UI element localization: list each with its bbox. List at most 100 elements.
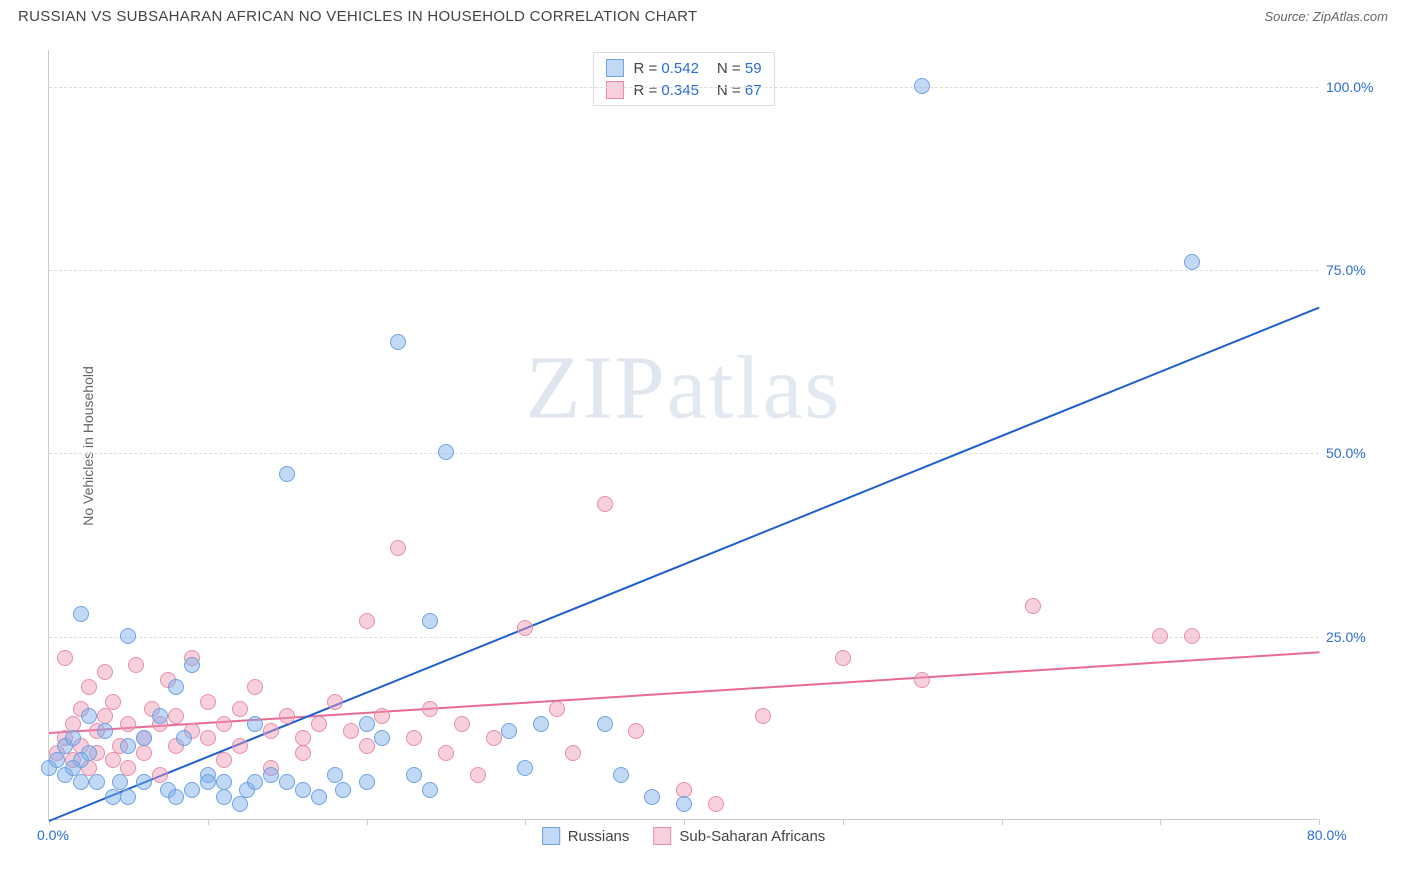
- data-point-a: [232, 796, 248, 812]
- data-point-b: [97, 664, 113, 680]
- data-point-b: [200, 694, 216, 710]
- data-point-b: [152, 767, 168, 783]
- data-point-b: [311, 716, 327, 732]
- data-point-b: [247, 679, 263, 695]
- data-point-a: [295, 782, 311, 798]
- data-point-a: [422, 782, 438, 798]
- y-tick-label: 100.0%: [1326, 79, 1396, 95]
- data-point-a: [335, 782, 351, 798]
- data-point-a: [97, 723, 113, 739]
- data-point-b: [232, 701, 248, 717]
- data-point-a: [263, 767, 279, 783]
- data-point-b: [120, 716, 136, 732]
- data-point-b: [406, 730, 422, 746]
- data-point-a: [390, 334, 406, 350]
- gridline: [49, 637, 1318, 638]
- data-point-b: [216, 716, 232, 732]
- data-point-a: [105, 789, 121, 805]
- data-point-a: [327, 767, 343, 783]
- data-point-b: [597, 496, 613, 512]
- data-point-b: [359, 613, 375, 629]
- data-point-a: [279, 774, 295, 790]
- gridline: [49, 453, 1318, 454]
- data-point-a: [176, 730, 192, 746]
- data-point-a: [168, 789, 184, 805]
- data-point-a: [184, 657, 200, 673]
- data-point-b: [343, 723, 359, 739]
- data-point-b: [120, 760, 136, 776]
- correlation-legend: R = 0.542 N = 59 R = 0.345 N = 67: [592, 52, 774, 106]
- data-point-a: [81, 745, 97, 761]
- data-point-b: [1152, 628, 1168, 644]
- data-point-b: [835, 650, 851, 666]
- data-point-a: [136, 730, 152, 746]
- x-tick: [1160, 819, 1161, 825]
- data-point-b: [359, 738, 375, 754]
- data-point-a: [120, 738, 136, 754]
- legend-swatch-a2: [542, 827, 560, 845]
- data-point-b: [470, 767, 486, 783]
- data-point-a: [120, 789, 136, 805]
- data-point-b: [628, 723, 644, 739]
- data-point-b: [97, 708, 113, 724]
- chart-title: RUSSIAN VS SUBSAHARAN AFRICAN NO VEHICLE…: [18, 8, 698, 25]
- data-point-a: [517, 760, 533, 776]
- legend-swatch-a: [605, 59, 623, 77]
- data-point-b: [105, 694, 121, 710]
- data-point-a: [120, 628, 136, 644]
- y-tick-label: 25.0%: [1326, 629, 1396, 645]
- data-point-b: [422, 701, 438, 717]
- data-point-b: [65, 716, 81, 732]
- gridline: [49, 270, 1318, 271]
- gridline: [49, 87, 1318, 88]
- data-point-b: [136, 745, 152, 761]
- data-point-b: [549, 701, 565, 717]
- data-point-a: [359, 716, 375, 732]
- data-point-b: [438, 745, 454, 761]
- chart-header: RUSSIAN VS SUBSAHARAN AFRICAN NO VEHICLE…: [0, 0, 1406, 31]
- data-point-b: [279, 708, 295, 724]
- data-point-a: [613, 767, 629, 783]
- x-tick-label: 0.0%: [37, 827, 69, 843]
- watermark: ZIPatlas: [526, 337, 842, 440]
- data-point-b: [263, 723, 279, 739]
- x-tick: [208, 819, 209, 825]
- data-point-a: [168, 679, 184, 695]
- x-tick: [1002, 819, 1003, 825]
- data-point-b: [168, 708, 184, 724]
- data-point-a: [438, 444, 454, 460]
- data-point-a: [49, 752, 65, 768]
- data-point-a: [136, 774, 152, 790]
- data-point-a: [81, 708, 97, 724]
- x-tick: [367, 819, 368, 825]
- data-point-b: [755, 708, 771, 724]
- data-point-b: [200, 730, 216, 746]
- data-point-a: [501, 723, 517, 739]
- data-point-a: [200, 774, 216, 790]
- data-point-a: [89, 774, 105, 790]
- data-point-a: [359, 774, 375, 790]
- data-point-b: [128, 657, 144, 673]
- data-point-b: [57, 650, 73, 666]
- data-point-a: [216, 774, 232, 790]
- data-point-b: [295, 730, 311, 746]
- series-legend: Russians Sub-Saharan Africans: [542, 827, 826, 845]
- data-point-a: [644, 789, 660, 805]
- x-tick: [1319, 819, 1320, 825]
- data-point-a: [597, 716, 613, 732]
- data-point-b: [565, 745, 581, 761]
- data-point-b: [374, 708, 390, 724]
- legend-swatch-b2: [653, 827, 671, 845]
- data-point-a: [73, 606, 89, 622]
- data-point-a: [184, 782, 200, 798]
- data-point-a: [247, 774, 263, 790]
- data-point-b: [914, 672, 930, 688]
- legend-row-a: R = 0.542 N = 59: [605, 57, 761, 79]
- data-point-a: [1184, 254, 1200, 270]
- data-point-a: [216, 789, 232, 805]
- data-point-b: [295, 745, 311, 761]
- data-point-a: [914, 78, 930, 94]
- data-point-a: [406, 767, 422, 783]
- data-point-b: [216, 752, 232, 768]
- legend-swatch-b: [605, 81, 623, 99]
